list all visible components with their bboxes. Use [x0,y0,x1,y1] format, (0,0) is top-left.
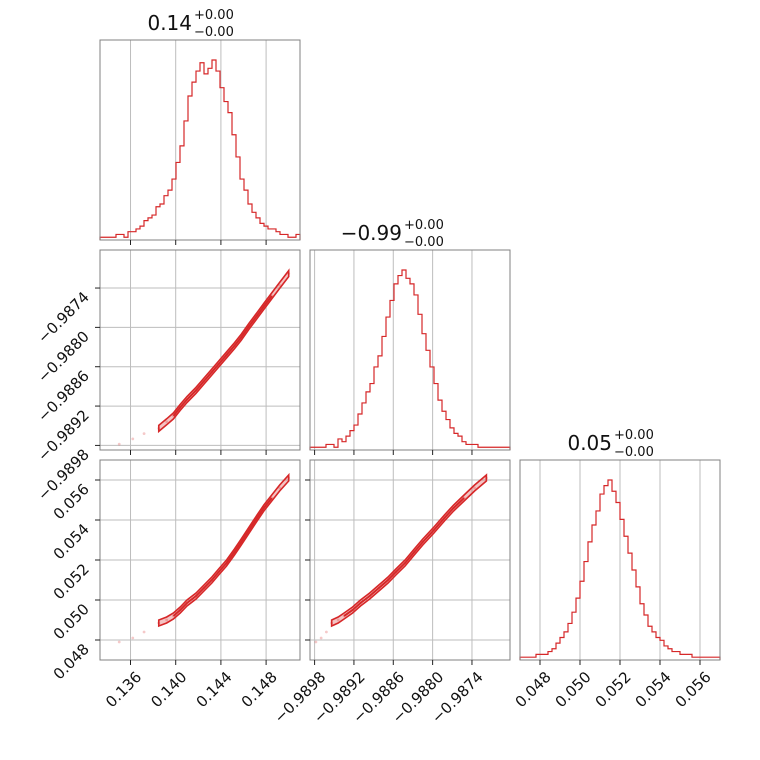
joint-panel-1-2 [314,473,488,644]
contour-outer [157,472,290,628]
contour-outer [330,473,488,628]
contour-inner [172,295,273,417]
y-tick-label: 0.048 [50,640,93,683]
title-upper-error: +0.00 [194,8,234,23]
sample-point [473,486,476,490]
sample-point [278,284,282,287]
sample-point [117,442,121,446]
histogram-0 [99,59,301,240]
x-tick-label: 0.144 [193,668,236,711]
x-tick-label: 0.050 [552,668,595,711]
sample-point [165,618,169,622]
title-upper-error: +0.00 [614,428,654,443]
sample-point [336,618,340,622]
x-tick-label: 0.052 [592,668,635,711]
sample-point [131,636,135,640]
sample-point [319,636,323,640]
contour-inner [343,497,465,617]
joint-panel-0-1 [117,268,291,446]
sample-point [131,437,135,441]
joint-panel-0-1-frame [99,249,301,451]
sample-point [142,432,146,436]
sample-point [278,486,282,490]
panel-title: 0.14 [147,11,192,35]
joint-panel-0-2 [117,472,291,644]
x-tick-label: 0.054 [632,668,675,711]
title-lower-error: −0.00 [404,235,444,250]
histogram-2 [519,479,721,660]
sample-point [165,420,169,424]
title-lower-error: −0.00 [194,25,234,40]
title-upper-error: +0.00 [404,218,444,233]
panel-title: −0.99 [341,221,402,245]
x-tick-label: 0.056 [672,668,715,711]
sample-point [142,630,146,634]
panel-title: 0.05 [567,431,612,455]
x-tick-label: 0.140 [147,668,190,711]
y-tick-label: 0.052 [50,560,93,603]
y-tick-label: 0.050 [50,600,93,643]
diag-panel-1-frame [309,249,511,451]
title-lower-error: −0.00 [614,445,654,460]
contour-inner [172,497,273,617]
x-tick-label: 0.136 [102,668,145,711]
sample-point [117,640,121,644]
sample-point [314,640,318,644]
contour-outer [157,268,290,434]
y-tick-label: 0.054 [50,520,93,563]
sample-point [324,630,328,634]
x-tick-label: 0.048 [512,668,555,711]
x-tick-label: 0.148 [238,668,281,711]
histogram-1 [309,269,511,450]
diag-panel-0-frame [99,39,301,241]
